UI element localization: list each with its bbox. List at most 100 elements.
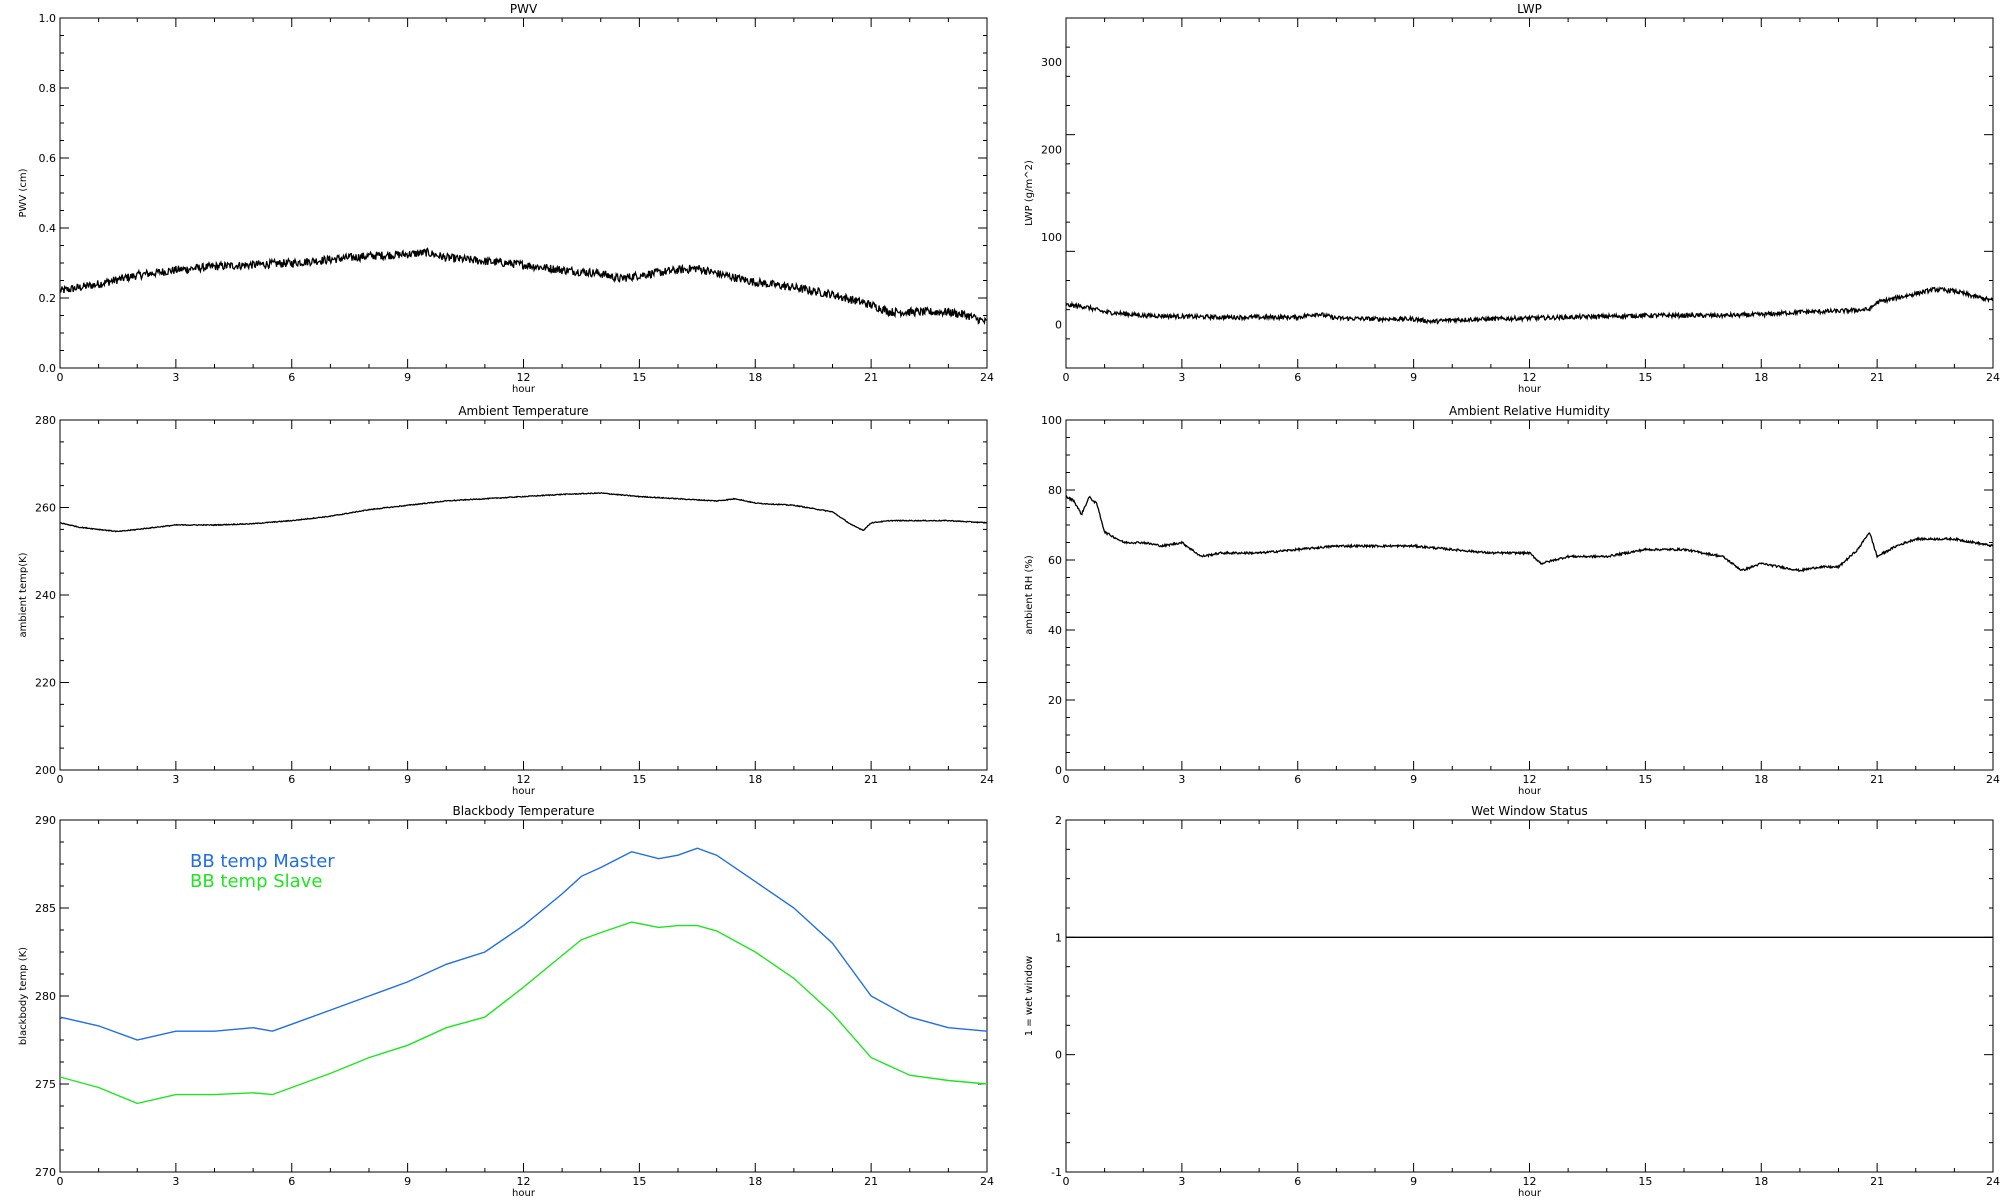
x-tick-label: 12 bbox=[517, 1175, 531, 1188]
x-tick-label: 6 bbox=[1294, 371, 1301, 384]
series-line-bb-temp-master bbox=[59, 847, 988, 1041]
x-tick-label: 3 bbox=[1178, 1175, 1185, 1188]
x-tick-label: 12 bbox=[1523, 371, 1537, 384]
y-tick-label: 200 bbox=[35, 764, 56, 777]
y-tick-label: 2 bbox=[1055, 814, 1062, 827]
x-tick-label: 0 bbox=[57, 371, 64, 384]
chart-title: Ambient Temperature bbox=[458, 404, 588, 418]
x-tick-label: 18 bbox=[748, 773, 762, 786]
x-tick-label: 6 bbox=[288, 773, 295, 786]
x-tick-label: 9 bbox=[1410, 371, 1417, 384]
chart-title: Blackbody Temperature bbox=[453, 804, 595, 818]
x-tick-label: 18 bbox=[748, 1175, 762, 1188]
x-tick-label: 21 bbox=[864, 371, 878, 384]
y-tick-label: 260 bbox=[35, 502, 56, 515]
series-line bbox=[1065, 286, 1994, 325]
legend-entry: BB temp Slave bbox=[190, 871, 322, 892]
y-tick-label: 280 bbox=[35, 990, 56, 1003]
x-tick-label: 24 bbox=[980, 773, 994, 786]
x-tick-label: 18 bbox=[1754, 773, 1768, 786]
x-tick-label: 3 bbox=[172, 371, 179, 384]
x-tick-label: 24 bbox=[1986, 773, 2000, 786]
y-tick-label: 80 bbox=[1048, 484, 1062, 497]
y-axis-label: 1 = wet window bbox=[1024, 956, 1035, 1036]
y-tick-label: 40 bbox=[1048, 624, 1062, 637]
x-tick-label: 0 bbox=[57, 773, 64, 786]
x-tick-label: 9 bbox=[1410, 773, 1417, 786]
x-tick-label: 21 bbox=[864, 1175, 878, 1188]
x-tick-label: 3 bbox=[172, 773, 179, 786]
series-line bbox=[59, 491, 988, 533]
x-tick-label: 24 bbox=[980, 371, 994, 384]
chart-panel-3: Ambient Temperature 0 3 6 9 12 15 18 21 24 hour 200… bbox=[18, 404, 994, 797]
y-tick-label: 285 bbox=[35, 902, 56, 915]
y-axis-label: blackbody temp (K) bbox=[18, 947, 29, 1045]
y-tick-label: 0.6 bbox=[39, 152, 57, 165]
chart-panel-5: Blackbody Temperature 0 3 6 9 12 15 18 21 24 hour 2… bbox=[18, 804, 994, 1199]
x-tick-label: 15 bbox=[1638, 773, 1652, 786]
plot-frame bbox=[59, 17, 988, 369]
y-axis-label: LWP (g/m^2) bbox=[1024, 160, 1035, 226]
x-tick-label: 9 bbox=[1410, 1175, 1417, 1188]
chart-title: Ambient Relative Humidity bbox=[1449, 404, 1610, 418]
y-tick-label: 220 bbox=[35, 677, 56, 690]
chart-panel-2: LWP 0 3 6 9 12 15 18 21 24 hour 0 100 200 300 LWP (g/m^… bbox=[1024, 2, 2000, 395]
chart-title: LWP bbox=[1517, 2, 1542, 16]
x-tick-label: 3 bbox=[172, 1175, 179, 1188]
x-tick-label: 6 bbox=[1294, 1175, 1301, 1188]
x-tick-label: 3 bbox=[1178, 371, 1185, 384]
y-tick-label: 100 bbox=[1041, 414, 1062, 427]
x-tick-label: 0 bbox=[1063, 1175, 1070, 1188]
x-tick-label: 0 bbox=[1063, 371, 1070, 384]
y-tick-label: 60 bbox=[1048, 554, 1062, 567]
x-tick-label: 12 bbox=[517, 773, 531, 786]
chart-title: PWV bbox=[510, 2, 538, 16]
chart-panel-1: PWV 0 3 6 9 12 15 18 21 24 hour 0.0 0.2 0.4 0.6 0.8 1.0 P… bbox=[18, 2, 994, 395]
x-tick-label: 21 bbox=[1870, 371, 1884, 384]
x-tick-label: 15 bbox=[1638, 371, 1652, 384]
y-axis-label: ambient temp(K) bbox=[18, 552, 29, 637]
y-tick-label: 290 bbox=[35, 814, 56, 827]
y-tick-label: 0.0 bbox=[39, 362, 57, 375]
x-axis-label: hour bbox=[1518, 1188, 1542, 1199]
y-tick-label: 270 bbox=[35, 1166, 56, 1179]
x-tick-label: 6 bbox=[288, 1175, 295, 1188]
series-line-bb-temp-slave bbox=[59, 921, 988, 1105]
x-tick-label: 0 bbox=[1063, 773, 1070, 786]
y-tick-label: 0 bbox=[1055, 1049, 1062, 1062]
y-tick-label: 20 bbox=[1048, 694, 1062, 707]
y-tick-label: 240 bbox=[35, 589, 56, 602]
x-tick-label: 24 bbox=[1986, 1175, 2000, 1188]
x-tick-label: 15 bbox=[632, 773, 646, 786]
x-tick-label: 9 bbox=[404, 1175, 411, 1188]
x-tick-label: 6 bbox=[288, 371, 295, 384]
y-axis-label: ambient RH (%) bbox=[1024, 555, 1035, 635]
y-tick-label: 0 bbox=[1055, 764, 1062, 777]
y-tick-label: 0 bbox=[1055, 318, 1062, 331]
x-tick-label: 21 bbox=[1870, 773, 1884, 786]
y-tick-label: 280 bbox=[35, 414, 56, 427]
x-tick-label: 15 bbox=[632, 1175, 646, 1188]
x-tick-label: 24 bbox=[1986, 371, 2000, 384]
x-tick-label: 18 bbox=[1754, 371, 1768, 384]
x-tick-label: 18 bbox=[1754, 1175, 1768, 1188]
series-line bbox=[1065, 495, 1994, 573]
y-tick-label: 100 bbox=[1041, 231, 1062, 244]
x-tick-label: 24 bbox=[980, 1175, 994, 1188]
y-tick-label: 275 bbox=[35, 1078, 56, 1091]
x-tick-label: 3 bbox=[1178, 773, 1185, 786]
y-tick-label: 1.0 bbox=[39, 12, 57, 25]
y-tick-label: 300 bbox=[1041, 56, 1062, 69]
x-axis-label: hour bbox=[1518, 786, 1542, 797]
x-tick-label: 15 bbox=[632, 371, 646, 384]
y-tick-label: 0.8 bbox=[39, 82, 57, 95]
x-axis-label: hour bbox=[1518, 384, 1542, 395]
y-axis-label: PWV (cm) bbox=[18, 168, 29, 217]
x-tick-label: 12 bbox=[1523, 1175, 1537, 1188]
plot-frame bbox=[1065, 819, 1994, 1173]
x-tick-label: 6 bbox=[1294, 773, 1301, 786]
x-tick-label: 9 bbox=[404, 371, 411, 384]
x-axis-label: hour bbox=[512, 1188, 536, 1199]
